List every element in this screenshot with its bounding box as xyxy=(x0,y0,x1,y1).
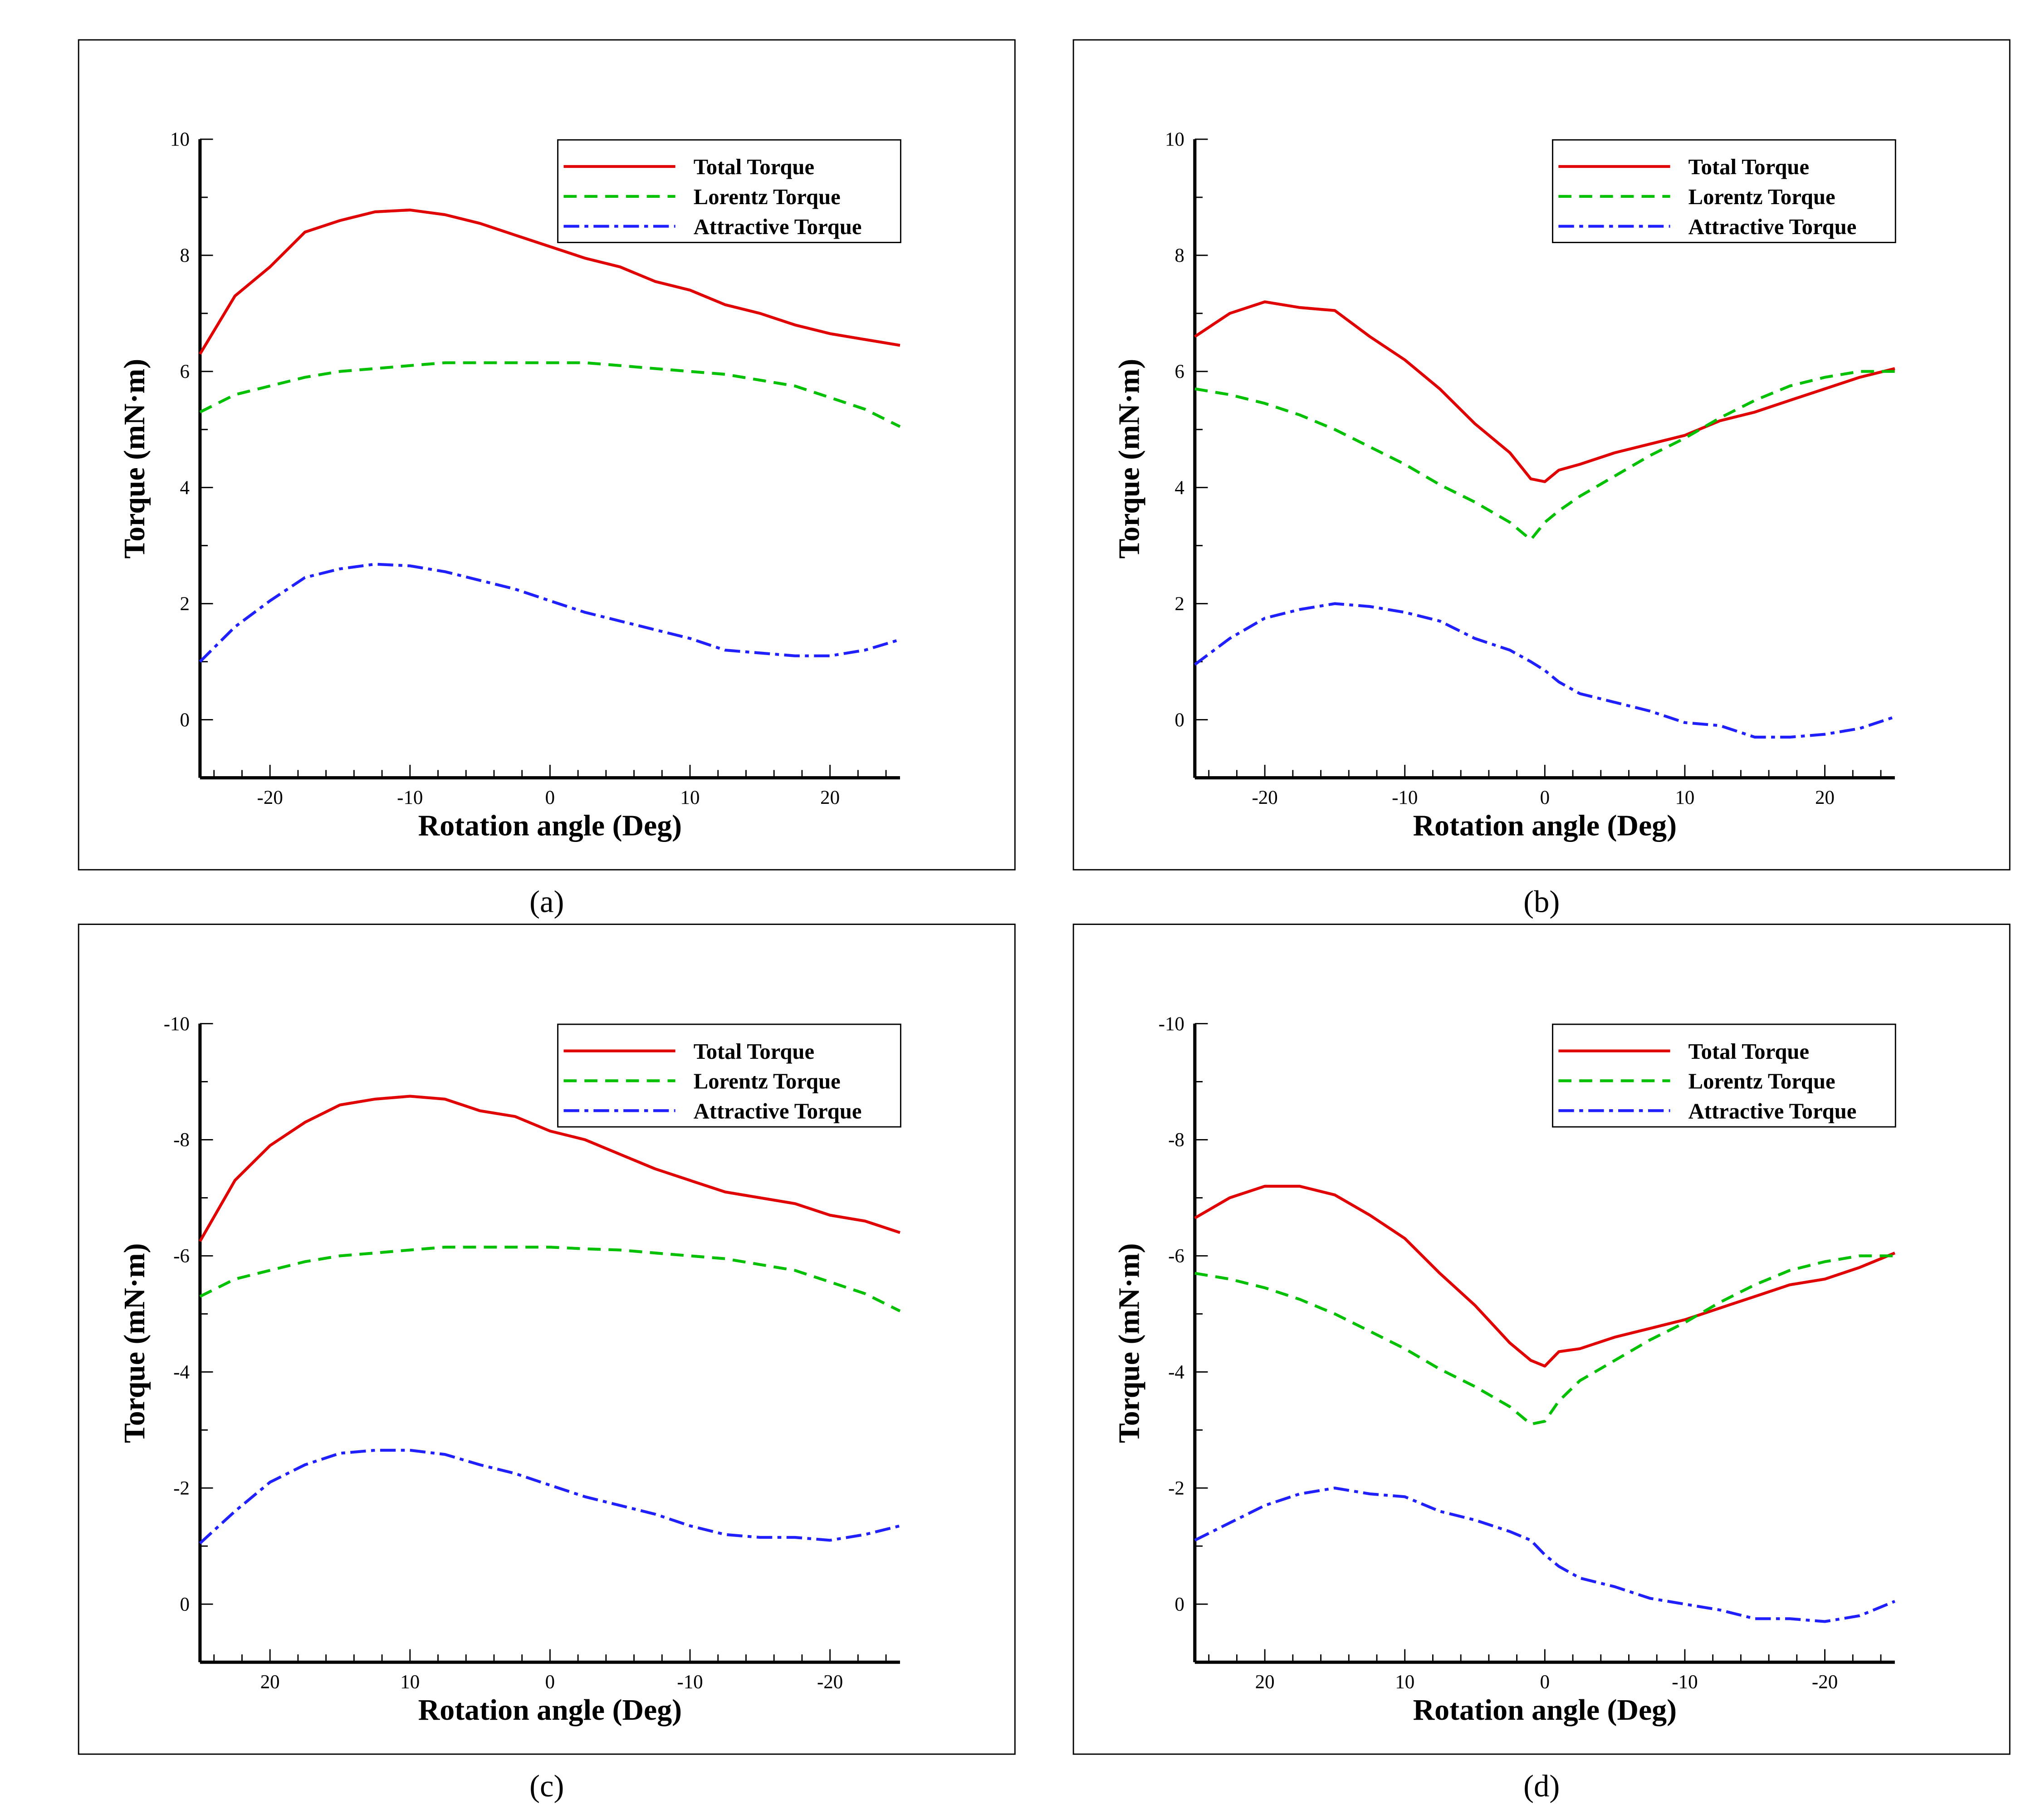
x-tick-label: 20 xyxy=(820,787,840,808)
x-tick-label: 10 xyxy=(400,1671,420,1693)
legend-label: Total Torque xyxy=(1688,155,1809,179)
chart-panel: 0 2 4 6 8 10 -20 -10 0 10 20 Rotation angle (Deg) To… xyxy=(1072,39,2011,919)
chart-panel: 0 -2 -4 -6 -8 -10 20 10 0 -10 -20 Rotation angle (D… xyxy=(1072,924,2011,1803)
x-tick-label: -10 xyxy=(397,787,423,808)
chart-panel: 0 2 4 6 8 10 -20 -10 0 10 20 Rotation angle (Deg) To… xyxy=(78,39,1016,919)
legend-label: Attractive Torque xyxy=(1688,215,1857,239)
x-tick-label: -20 xyxy=(1252,787,1277,808)
panel-caption: (d) xyxy=(1523,1769,1560,1803)
y-tick-label: -8 xyxy=(173,1130,190,1151)
y-tick-label: 6 xyxy=(180,361,190,382)
series-line-total xyxy=(1194,300,1895,483)
y-tick-label: -2 xyxy=(173,1478,190,1499)
x-tick-label: 0 xyxy=(545,1671,555,1693)
y-tick-label: -6 xyxy=(1168,1246,1184,1267)
y-tick-label: 0 xyxy=(1174,1594,1184,1615)
legend-label: Lorentz Torque xyxy=(694,1069,841,1094)
chart-panel: 0 -2 -4 -6 -8 -10 20 10 0 -10 -20 Rotation angle (D… xyxy=(78,924,1016,1803)
x-axis-label: Rotation angle (Deg) xyxy=(418,809,682,842)
panel-caption: (a) xyxy=(529,884,564,919)
y-tick-label: -10 xyxy=(1159,1013,1184,1035)
y-tick-label: 0 xyxy=(180,709,190,731)
x-tick-label: 20 xyxy=(260,1671,280,1693)
y-tick-label: 0 xyxy=(180,1594,190,1615)
x-tick-label: -10 xyxy=(1672,1671,1698,1693)
x-tick-label: 10 xyxy=(680,787,700,808)
x-axis-label: Rotation angle (Deg) xyxy=(418,1693,682,1727)
y-tick-label: -4 xyxy=(173,1362,190,1383)
series-line-lorentz xyxy=(1194,370,1895,541)
series-line-total xyxy=(1194,1184,1896,1368)
y-tick-label: -8 xyxy=(1168,1130,1184,1151)
legend-label: Lorentz Torque xyxy=(694,185,841,209)
x-tick-label: 0 xyxy=(1540,1671,1550,1693)
y-tick-label: -10 xyxy=(164,1013,190,1035)
y-tick-label: -6 xyxy=(173,1246,190,1267)
y-tick-label: 0 xyxy=(1174,709,1184,731)
series-line-total xyxy=(199,208,900,355)
series-line-lorentz xyxy=(199,1246,901,1312)
y-axis-label: Torque (mN·m) xyxy=(118,1243,151,1443)
legend: Total Torque Lorentz Torque Attractive Tor… xyxy=(1552,1023,1896,1128)
legend-label: Lorentz Torque xyxy=(1688,1069,1835,1094)
legend-label: Attractive Torque xyxy=(1688,1099,1857,1123)
y-tick-label: 10 xyxy=(1165,129,1184,150)
x-tick-label: 0 xyxy=(545,787,555,808)
y-tick-label: 6 xyxy=(1174,361,1184,382)
y-tick-label: 4 xyxy=(1174,477,1184,499)
legend-label: Total Torque xyxy=(694,1039,814,1064)
panel-caption: (c) xyxy=(529,1769,564,1803)
y-axis-label: Torque (mN·m) xyxy=(118,359,151,559)
legend: Total Torque Lorentz Torque Attractive Tor… xyxy=(557,1023,901,1128)
legend-label: Lorentz Torque xyxy=(1688,185,1835,209)
x-axis-label: Rotation angle (Deg) xyxy=(1413,809,1677,842)
x-tick-label: 20 xyxy=(1815,787,1835,808)
y-tick-label: 4 xyxy=(180,477,190,499)
x-tick-label: -10 xyxy=(1392,787,1418,808)
x-tick-label: 0 xyxy=(1540,787,1550,808)
y-tick-label: -2 xyxy=(1168,1478,1184,1499)
x-tick-label: -20 xyxy=(1812,1671,1838,1693)
x-tick-label: -20 xyxy=(257,787,283,808)
series-line-attractive xyxy=(1194,1487,1896,1623)
x-tick-label: 10 xyxy=(1675,787,1694,808)
y-tick-label: 2 xyxy=(1174,593,1184,615)
y-tick-label: 10 xyxy=(170,129,190,150)
y-tick-label: 2 xyxy=(180,593,190,615)
legend-label: Attractive Torque xyxy=(694,1099,862,1123)
x-tick-label: 10 xyxy=(1395,1671,1414,1693)
panel-caption: (b) xyxy=(1523,884,1560,919)
series-line-attractive xyxy=(1194,602,1895,739)
legend-label: Attractive Torque xyxy=(694,215,862,239)
y-tick-label: 8 xyxy=(1174,245,1184,266)
x-tick-label: -10 xyxy=(677,1671,703,1693)
y-axis-label: Torque (mN·m) xyxy=(1113,359,1146,559)
y-axis-label: Torque (mN·m) xyxy=(1113,1243,1146,1443)
y-tick-label: 8 xyxy=(180,245,190,266)
x-axis-label: Rotation angle (Deg) xyxy=(1413,1693,1677,1727)
series-line-total xyxy=(199,1095,900,1242)
x-tick-label: 20 xyxy=(1255,1671,1275,1693)
legend: Total Torque Lorentz Torque Attractive Tor… xyxy=(557,139,901,243)
legend: Total Torque Lorentz Torque Attractive Tor… xyxy=(1552,139,1896,243)
series-line-lorentz xyxy=(1194,1254,1895,1426)
series-line-lorentz xyxy=(199,361,901,428)
x-tick-label: -20 xyxy=(817,1671,843,1693)
legend-label: Total Torque xyxy=(1688,1039,1809,1064)
legend-label: Total Torque xyxy=(694,155,814,179)
y-tick-label: -4 xyxy=(1168,1362,1184,1383)
